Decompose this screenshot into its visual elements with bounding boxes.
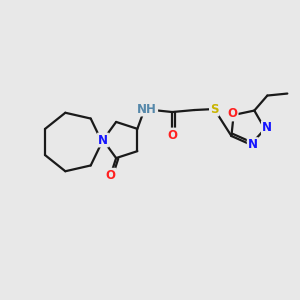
Text: NH: NH	[137, 103, 157, 116]
Text: N: N	[262, 122, 272, 134]
Text: S: S	[210, 103, 218, 116]
Text: O: O	[228, 107, 238, 121]
Text: N: N	[98, 134, 108, 146]
Text: N: N	[248, 138, 258, 151]
Text: O: O	[106, 169, 116, 182]
Text: O: O	[167, 128, 177, 142]
